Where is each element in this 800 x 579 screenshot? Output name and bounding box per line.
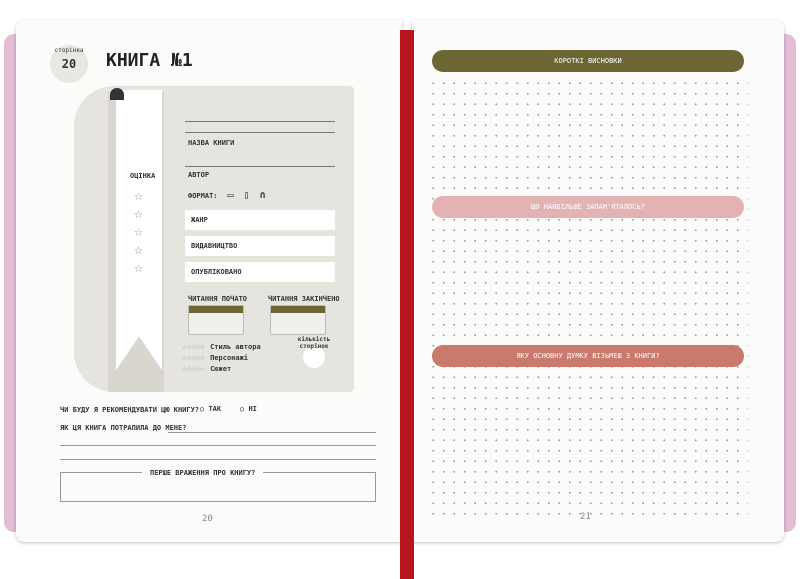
rating-stars[interactable]: ☆ ☆ ☆ ☆ ☆ xyxy=(134,186,154,276)
criteria-ratings: ☆☆☆☆☆ Стиль автора ☆☆☆☆☆ Персонажі ☆☆☆☆☆ Сю… xyxy=(182,341,261,374)
divider xyxy=(185,121,335,122)
published-field[interactable]: ОПУБЛІКОВАНО xyxy=(185,262,335,282)
headphones-icon[interactable]: ∩ xyxy=(259,190,266,201)
genre-field[interactable]: ЖАНР xyxy=(185,210,335,230)
reading-finished-label: ЧИТАННЯ ЗАКІНЧЕНО xyxy=(268,295,340,303)
star-icon[interactable]: ☆ xyxy=(134,240,144,258)
ebook-icon[interactable]: ▯ xyxy=(243,190,250,201)
no-radio[interactable]: ○ НІ xyxy=(240,405,257,413)
star-icon[interactable]: ☆ xyxy=(134,258,144,276)
format-label: ФОРМАТ: xyxy=(188,191,218,200)
how-got-question: ЯК ЦЯ КНИГА ПОТРАПИЛА ДО МЕНЕ? xyxy=(60,424,187,432)
star-icon[interactable]: ☆ xyxy=(134,222,144,240)
start-date-calendar[interactable] xyxy=(188,305,244,335)
banner-short-conclusions: КОРОТКІ ВИСНОВКИ xyxy=(432,50,744,72)
recommend-question: ЧИ БУДУ Я РЕКОМЕНДУВАТИ ЦЮ КНИГУ? xyxy=(60,406,200,414)
banner-main-idea: ЯКУ ОСНОВНУ ДУМКУ ВІЗЬМЕШ З КНИГИ? xyxy=(432,345,744,367)
dot-grid[interactable] xyxy=(428,78,748,520)
reading-started-label: ЧИТАННЯ ПОЧАТО xyxy=(188,295,248,303)
first-impression-label: ПЕРШЕ ВРАЖЕННЯ ПРО КНИГУ? xyxy=(142,469,264,477)
publisher-field[interactable]: ВИДАВНИЦТВО xyxy=(185,236,335,256)
divider xyxy=(185,132,335,133)
page-badge: сторінка 20 xyxy=(50,45,88,83)
book-title-line[interactable] xyxy=(185,166,335,167)
pages-count-badge[interactable]: кількість сторінок xyxy=(292,336,336,376)
page-title: КНИГА №1 xyxy=(106,50,193,71)
banner-most-memorable: ЩО НАЙБІЛЬШЕ ЗАПАМ'ЯТАЛОСЬ? xyxy=(432,196,744,218)
star-rating[interactable]: ☆☆☆☆☆ xyxy=(182,352,205,363)
star-rating[interactable]: ☆☆☆☆☆ xyxy=(182,341,205,352)
rating-label: ОЦІНКА xyxy=(130,172,156,180)
answer-line[interactable] xyxy=(60,445,376,446)
finish-date-calendar[interactable] xyxy=(270,305,326,335)
answer-line[interactable] xyxy=(168,432,376,433)
ribbon-bookmark xyxy=(400,30,414,579)
page-number: 21 xyxy=(580,512,591,522)
star-icon[interactable]: ☆ xyxy=(134,186,144,204)
yes-radio[interactable]: ○ ТАК xyxy=(200,405,222,413)
star-rating[interactable]: ☆☆☆☆☆ xyxy=(182,363,205,374)
format-row: ФОРМАТ: ▭ ▯ ∩ xyxy=(188,190,266,201)
answer-line[interactable] xyxy=(60,459,376,460)
paper-book-icon[interactable]: ▭ xyxy=(227,190,234,201)
author-label: АВТОР xyxy=(188,171,210,179)
star-icon[interactable]: ☆ xyxy=(134,204,144,222)
bookmark-illustration xyxy=(116,90,162,370)
page-number: 20 xyxy=(202,514,213,524)
book-title-label: НАЗВА КНИГИ xyxy=(188,139,235,147)
bookmark-clip xyxy=(110,88,124,100)
